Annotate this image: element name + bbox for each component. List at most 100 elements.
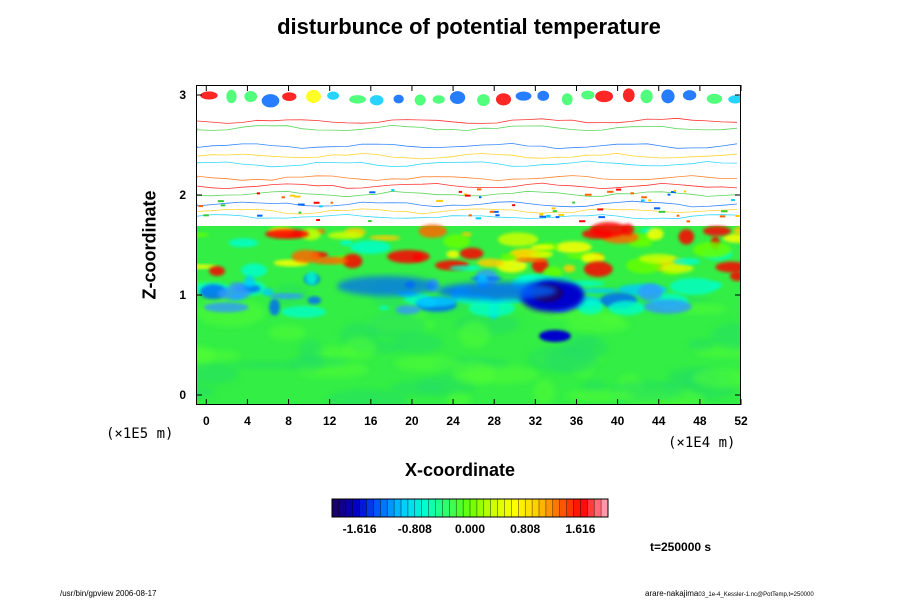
field-texture bbox=[639, 253, 677, 264]
upper-speckle bbox=[630, 192, 634, 195]
field-texture bbox=[197, 362, 239, 385]
field-texture bbox=[342, 253, 363, 269]
top-cell bbox=[393, 94, 404, 104]
colorbar-segment bbox=[594, 499, 602, 517]
footer-right-main: arare-nakajima bbox=[645, 589, 699, 598]
upper-speckle bbox=[220, 204, 226, 207]
warm-patch bbox=[730, 271, 740, 281]
field-texture bbox=[711, 281, 723, 289]
x-tick-label: 16 bbox=[364, 414, 378, 428]
top-cell bbox=[200, 91, 218, 100]
colorbar-segment bbox=[407, 499, 416, 517]
colorbar-tick-label: -1.616 bbox=[342, 522, 377, 536]
upper-speckle bbox=[584, 193, 592, 196]
field-texture bbox=[452, 361, 495, 385]
field-texture bbox=[672, 258, 701, 265]
upper-speckle bbox=[641, 199, 645, 202]
colorbar-segment bbox=[566, 499, 574, 517]
colorbar-segment bbox=[394, 499, 402, 517]
footer-right: arare-nakajima03_1e-4_Kessler-1.nc@PotTe… bbox=[645, 589, 814, 598]
top-cell bbox=[282, 92, 297, 101]
colorbar-segment bbox=[497, 499, 505, 517]
upper-speckle bbox=[658, 210, 666, 213]
colorbar-frame bbox=[331, 498, 609, 518]
x-tick-label: 48 bbox=[693, 414, 707, 428]
field-texture bbox=[565, 389, 633, 402]
field-texture bbox=[722, 233, 740, 243]
x-tick-label: 12 bbox=[323, 414, 337, 428]
top-cell bbox=[349, 95, 366, 104]
top-cell bbox=[561, 93, 573, 106]
upper-speckle bbox=[735, 215, 740, 218]
colorbar-segment bbox=[332, 499, 340, 517]
time-label: t=250000 s bbox=[650, 540, 712, 554]
colorbar-segment bbox=[414, 499, 423, 517]
field-texture bbox=[608, 300, 646, 316]
warm-patch bbox=[703, 226, 731, 236]
upper-speckle bbox=[683, 190, 687, 193]
upper-speckle bbox=[512, 204, 516, 207]
chart-title: disturbunce of potential temperature bbox=[277, 14, 661, 39]
cold-band bbox=[337, 276, 437, 296]
field-texture bbox=[280, 305, 327, 318]
field-texture bbox=[228, 238, 259, 248]
upper-speckle bbox=[289, 194, 296, 197]
upper-speckle bbox=[641, 196, 647, 199]
field-texture bbox=[733, 226, 740, 235]
field-texture bbox=[458, 321, 491, 348]
upper-speckle bbox=[551, 207, 556, 210]
top-cell bbox=[661, 89, 675, 104]
field-texture bbox=[638, 283, 663, 302]
x-tick-label: 36 bbox=[570, 414, 584, 428]
upper-contour bbox=[197, 213, 738, 220]
top-cell bbox=[432, 95, 445, 104]
footer-right-detail: 03_1e-4_Kessler-1.nc@PotTemp,t=250000 bbox=[698, 592, 814, 598]
colorbar-segment bbox=[490, 499, 499, 517]
upper-speckle bbox=[316, 218, 320, 221]
field-texture bbox=[312, 256, 349, 265]
field-texture bbox=[268, 325, 306, 341]
field-texture bbox=[307, 296, 322, 305]
colorbar-segment bbox=[580, 499, 588, 517]
field-texture bbox=[459, 247, 484, 260]
field-texture bbox=[533, 379, 555, 404]
top-cell bbox=[414, 94, 426, 106]
field-texture bbox=[687, 338, 716, 351]
field-texture bbox=[449, 265, 482, 271]
x-axis-label: X-coordinate bbox=[405, 460, 516, 480]
upper-speckle bbox=[256, 192, 260, 195]
field-texture bbox=[229, 281, 247, 292]
colorbar-tick-label: 0.000 bbox=[454, 522, 486, 536]
x-axis-unit: (×1E4 m) bbox=[668, 435, 736, 451]
x-tick-label: 24 bbox=[446, 414, 460, 428]
top-cell bbox=[244, 90, 258, 103]
x-tick-label: 44 bbox=[652, 414, 666, 428]
upper-speckle bbox=[281, 196, 285, 199]
field-texture bbox=[678, 229, 695, 245]
field-texture bbox=[446, 250, 460, 259]
field-texture bbox=[693, 241, 732, 258]
upper-speckle bbox=[495, 214, 500, 217]
warm-patch bbox=[265, 229, 309, 239]
colorbar-segment bbox=[504, 499, 512, 517]
colorbar-segment bbox=[511, 499, 519, 517]
upper-speckle bbox=[579, 220, 586, 223]
field-texture bbox=[583, 261, 613, 277]
colorbar-segment bbox=[463, 499, 471, 517]
field-texture bbox=[661, 263, 694, 274]
field-texture bbox=[500, 253, 516, 261]
y-tick-label: 3 bbox=[179, 88, 186, 102]
colorbar-segment bbox=[525, 499, 533, 517]
top-cell bbox=[306, 89, 321, 103]
upper-speckle bbox=[654, 207, 661, 210]
field-texture bbox=[581, 252, 605, 264]
upper-contour bbox=[197, 160, 738, 168]
upper-contour bbox=[197, 175, 738, 182]
upper-speckle bbox=[539, 215, 547, 218]
colorbar-labels: -1.616 -0.808 0.000 0.808 1.616 bbox=[0, 522, 900, 538]
warm-patch bbox=[582, 229, 612, 239]
top-cell bbox=[327, 91, 340, 100]
x-tick-label: 52 bbox=[734, 414, 748, 428]
field-texture bbox=[340, 239, 353, 246]
top-cell bbox=[581, 90, 595, 100]
